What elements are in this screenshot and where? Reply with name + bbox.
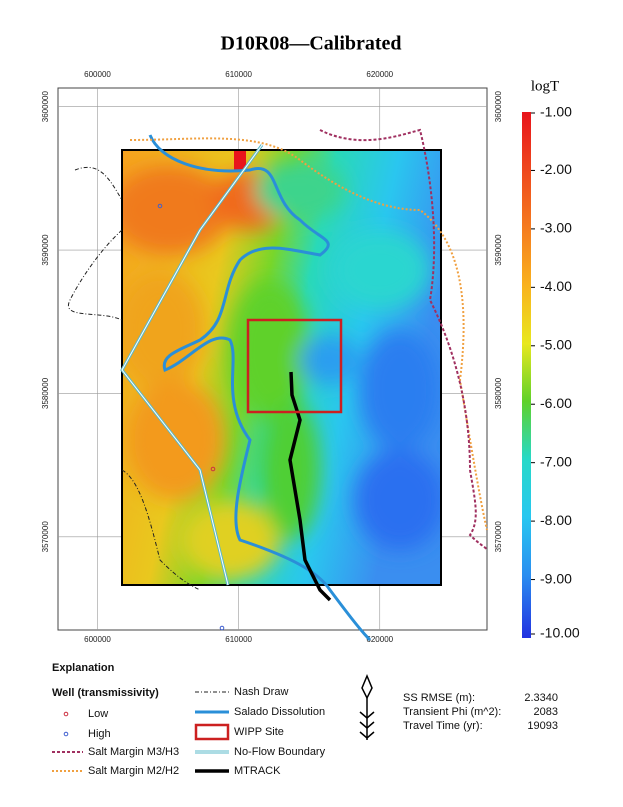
northing-label: 3600000 (41, 91, 50, 123)
legend-label: Nash Draw (234, 686, 288, 698)
colorbar-tick-label: -6.00 (540, 395, 572, 411)
legend-label: Salt Margin M2/H2 (88, 765, 179, 777)
northing-label: 3580000 (41, 377, 50, 409)
salt-margin-m3h3 (319, 128, 488, 551)
stat-value: 19093 (527, 720, 558, 732)
well-high (219, 625, 225, 631)
title: D10R08—Calibrated (220, 33, 401, 55)
northing-label: 3570000 (494, 521, 503, 553)
stat-label: SS RMSE (m): (403, 692, 475, 704)
legend-label: Low (88, 708, 108, 720)
northing-label: 3600000 (494, 91, 503, 123)
easting-label: 620000 (366, 70, 393, 79)
colorbar-tick-label: -7.00 (540, 453, 572, 469)
well-low (210, 466, 216, 472)
easting-label: 600000 (84, 70, 111, 79)
legend-label: MTRACK (234, 765, 281, 777)
colorbar-tick-label: -3.00 (540, 220, 572, 236)
stat-value: 2.3340 (524, 692, 558, 704)
northing-label: 3590000 (494, 234, 503, 266)
northing-label: 3580000 (494, 377, 503, 409)
colorbar (522, 112, 531, 638)
colorbar-tick-label: -2.00 (540, 161, 572, 177)
north-arrow (359, 674, 375, 740)
easting-label: 600000 (84, 635, 111, 644)
colorbar-tick-label: -8.00 (540, 512, 572, 528)
nash-draw (67, 166, 201, 591)
transmissivity-field (122, 150, 441, 585)
legend-label: Salado Dissolution (234, 706, 325, 718)
colorbar-tick-label: -10.00 (540, 625, 580, 641)
colorbar-tick-label: -9.00 (540, 570, 572, 586)
legend-label: WIPP Site (234, 726, 284, 738)
stat-value: 2083 (534, 706, 558, 718)
legend-title: Explanation (52, 662, 115, 674)
stat-label: Travel Time (yr): (403, 720, 483, 732)
no-flow-boundary-core (121, 144, 263, 586)
legend-label: High (88, 728, 111, 740)
legend-label: Salt Margin M3/H3 (88, 746, 179, 758)
legend-subtitle: Well (transmissivity) (52, 687, 159, 699)
colorbar-tick-label: -5.00 (540, 336, 572, 352)
well-high (157, 203, 163, 209)
legend-label: No-Flow Boundary (234, 746, 326, 758)
colorbar-tick-label: -4.00 (540, 278, 572, 294)
northing-label: 3570000 (41, 521, 50, 553)
wipp-site (246, 318, 343, 414)
stat-label: Transient Phi (m^2): (403, 706, 501, 718)
colorbar-tick-label: -1.00 (540, 104, 572, 120)
legend-symbols (52, 691, 230, 773)
easting-label: 620000 (366, 635, 393, 644)
northing-label: 3590000 (41, 234, 50, 266)
salado-dissolution (148, 134, 372, 642)
colorbar-label: logT (531, 78, 559, 94)
mtrack (288, 371, 332, 602)
easting-label: 610000 (225, 70, 252, 79)
easting-label: 610000 (225, 635, 252, 644)
